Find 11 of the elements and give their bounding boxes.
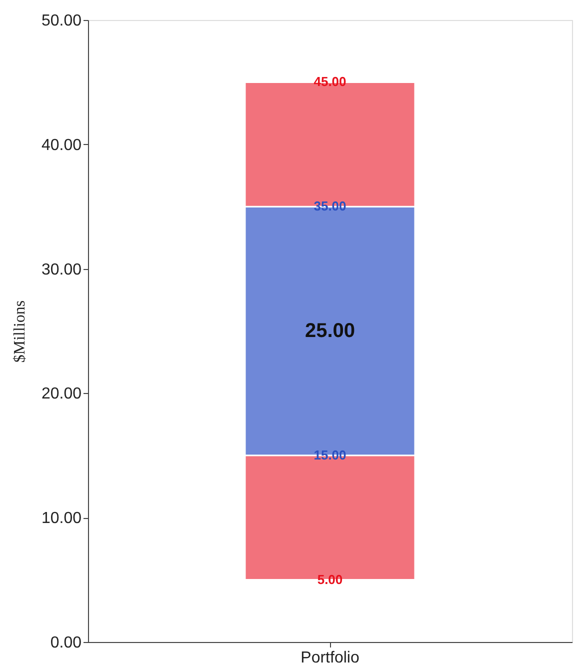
annotation: 15.00 bbox=[314, 447, 346, 462]
y-tick-label: 30.00 bbox=[41, 261, 82, 278]
annotation: 35.00 bbox=[314, 198, 346, 214]
x-tick-label: Portfolio bbox=[300, 650, 360, 666]
y-tick-label: 40.00 bbox=[41, 136, 82, 154]
y-tick-label: 50.00 bbox=[41, 12, 82, 30]
y-tick-label: 10.00 bbox=[41, 510, 82, 528]
y-tick-label: 20.00 bbox=[41, 386, 82, 403]
y-tick-label: 0.00 bbox=[50, 634, 82, 652]
y-axis-title: $Millions bbox=[11, 300, 28, 363]
annotation: 25.00 bbox=[304, 320, 356, 342]
